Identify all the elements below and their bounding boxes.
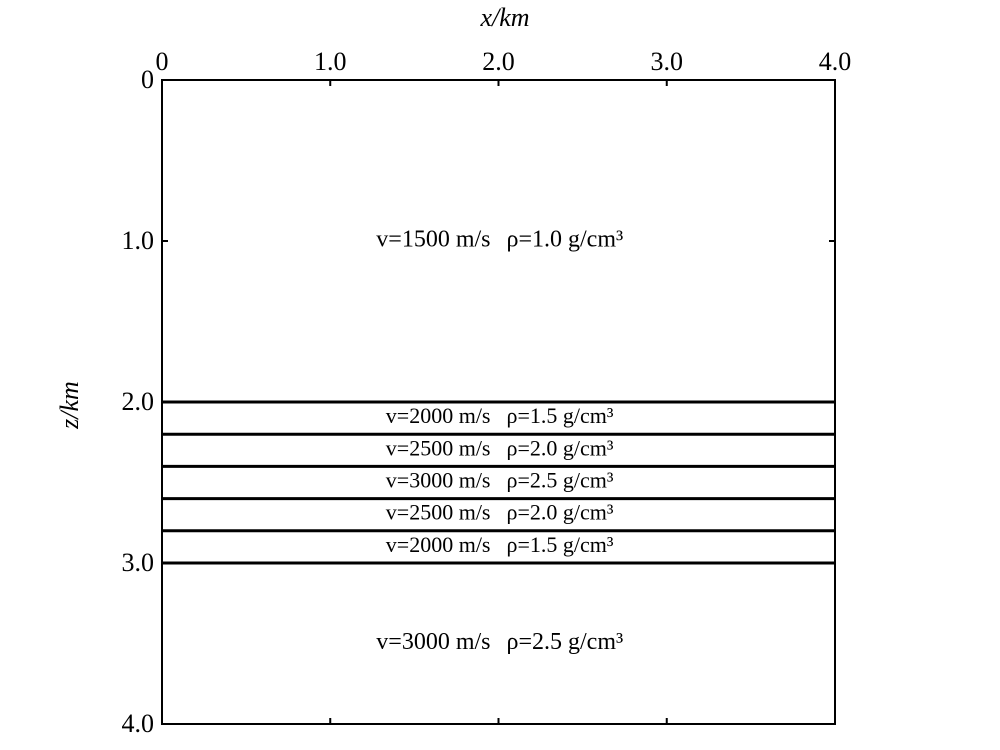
x-tick-label: 3.0 [651, 47, 684, 76]
layer-velocity: v=3000 m/s [376, 629, 490, 655]
layer-velocity: v=2000 m/s [386, 532, 491, 557]
x-tick-label: 1.0 [314, 47, 347, 76]
z-tick-label: 4.0 [122, 709, 155, 738]
layer-velocity: v=2500 m/s [386, 435, 491, 460]
layer-velocity: v=3000 m/s [386, 468, 491, 493]
x-tick-label: 4.0 [819, 47, 852, 76]
z-tick-label: 2.0 [122, 387, 155, 416]
z-tick-label: 3.0 [122, 548, 155, 577]
layer-density: ρ=2.0 g/cm³ [507, 435, 614, 460]
z-tick-label: 1.0 [122, 226, 155, 255]
x-tick-label: 0 [156, 47, 169, 76]
layer-density: ρ=2.0 g/cm³ [507, 500, 614, 525]
layer-density: ρ=2.5 g/cm³ [507, 629, 624, 655]
layer-velocity: v=2500 m/s [386, 500, 491, 525]
layer-density: ρ=2.5 g/cm³ [507, 468, 614, 493]
layer-velocity: v=2000 m/s [386, 403, 491, 428]
x-axis-label: x/km [479, 3, 529, 32]
layer-density: ρ=1.5 g/cm³ [507, 532, 614, 557]
layer-velocity: v=1500 m/s [376, 227, 490, 253]
x-tick-label: 2.0 [482, 47, 515, 76]
z-axis-label: z/km [55, 381, 84, 430]
z-tick-label: 0 [141, 65, 154, 94]
layer-density: ρ=1.5 g/cm³ [507, 403, 614, 428]
layer-density: ρ=1.0 g/cm³ [507, 227, 624, 253]
